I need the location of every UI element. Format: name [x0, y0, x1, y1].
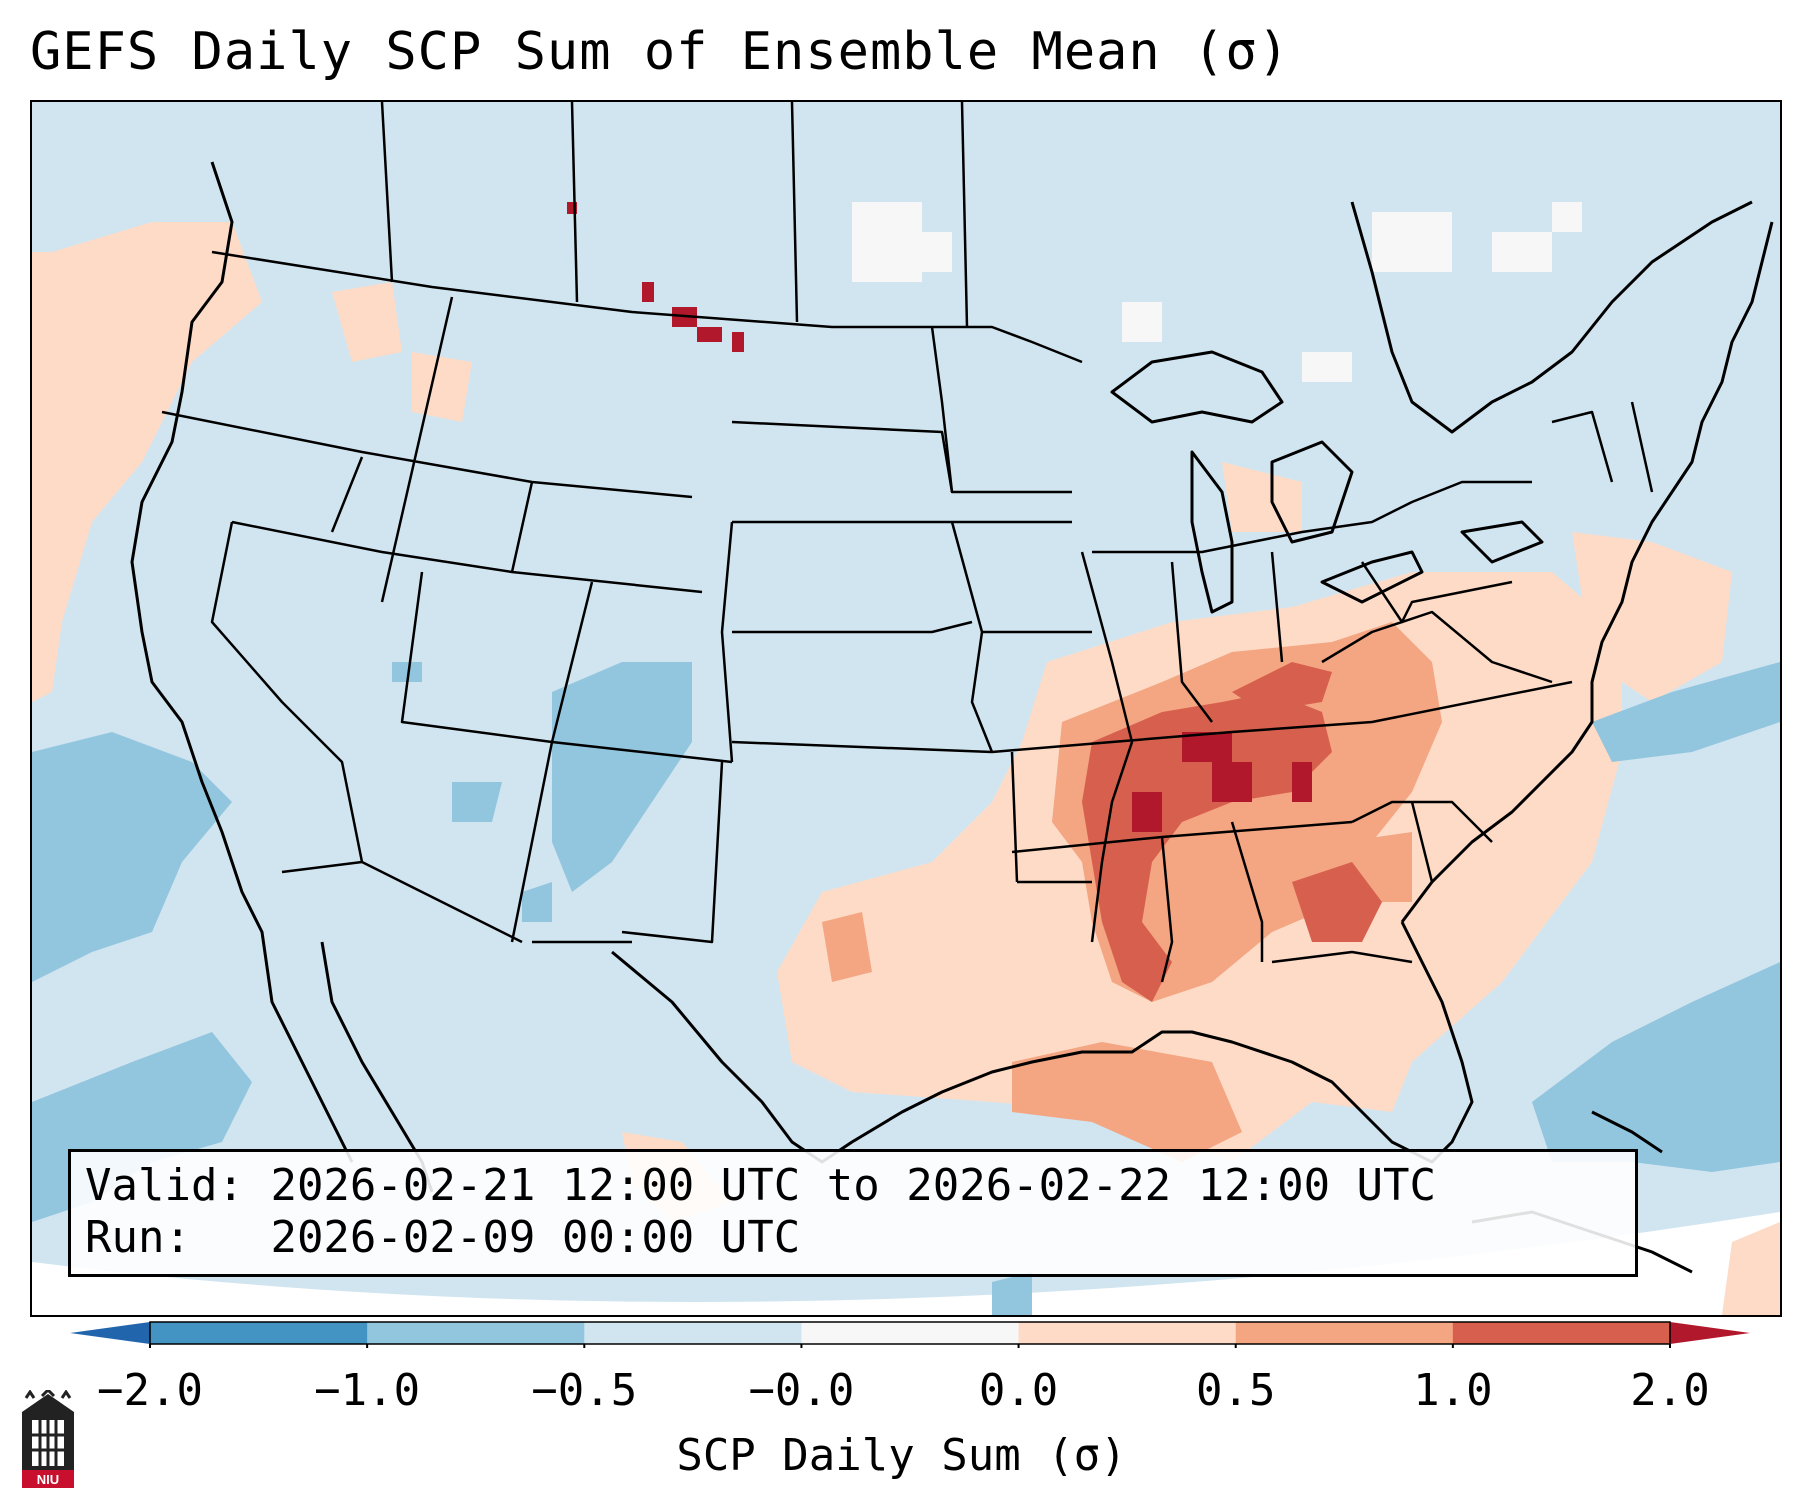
- colorbar-tick-label: 0.0: [978, 1365, 1059, 1416]
- domain-edge: [32, 1212, 1780, 1315]
- valid-value: 2026-02-21 12:00 UTC to 2026-02-22 12:00…: [270, 1160, 1437, 1211]
- colorbar-tick-label: 1.0: [1413, 1365, 1493, 1416]
- coastlines: [130, 161, 1774, 1274]
- colorbar-label: SCP Daily Sum (σ): [676, 1430, 1127, 1481]
- colorbar-bin: [367, 1322, 585, 1344]
- colorbar-bin: [1235, 1322, 1454, 1344]
- colorbar-tick-label: −0.5: [531, 1365, 638, 1416]
- map-panel[interactable]: Valid: 2026-02-21 12:00 UTC to 2026-02-2…: [30, 100, 1782, 1317]
- logo-text: NIU: [37, 1472, 59, 1487]
- colorbar-extend-high: [1670, 1322, 1750, 1344]
- colorbar-bin: [584, 1322, 802, 1344]
- colorbar-bin: [1452, 1322, 1671, 1344]
- colorbar-tick-label: −1.0: [314, 1365, 421, 1416]
- valid-label: Valid:: [85, 1160, 244, 1211]
- colorbar: [70, 1321, 1750, 1348]
- colorbar-bins: [150, 1322, 1671, 1344]
- colorbar-tick-label: −0.0: [748, 1365, 855, 1416]
- colorbar-tick-label: 0.5: [1195, 1365, 1276, 1416]
- anomaly-positive-high: [1082, 662, 1382, 1002]
- colorbar-extend-low: [70, 1322, 150, 1344]
- colorbar-tick-label: 2.0: [1630, 1365, 1710, 1416]
- anomaly-neutral: [852, 202, 1582, 382]
- colorbar-frame: [149, 1321, 1671, 1345]
- colorbar-ticks: [149, 1344, 1671, 1348]
- state-borders: [161, 102, 1654, 983]
- colorbar-bin: [1018, 1322, 1237, 1344]
- anomaly-positive-medium: [822, 622, 1442, 1162]
- run-label: Run:: [85, 1212, 191, 1263]
- colorbar-bin: [150, 1322, 368, 1344]
- run-value: 2026-02-09 00:00 UTC: [270, 1212, 801, 1263]
- colorbar-tick-label: −2.0: [97, 1365, 203, 1416]
- map-svg: [32, 102, 1780, 1315]
- info-box: Valid: 2026-02-21 12:00 UTC to 2026-02-2…: [68, 1149, 1638, 1277]
- niu-logo: NIU: [22, 1390, 74, 1488]
- colorbar-bin: [801, 1322, 1020, 1344]
- chart-title: GEFS Daily SCP Sum of Ensemble Mean (σ): [30, 22, 1290, 82]
